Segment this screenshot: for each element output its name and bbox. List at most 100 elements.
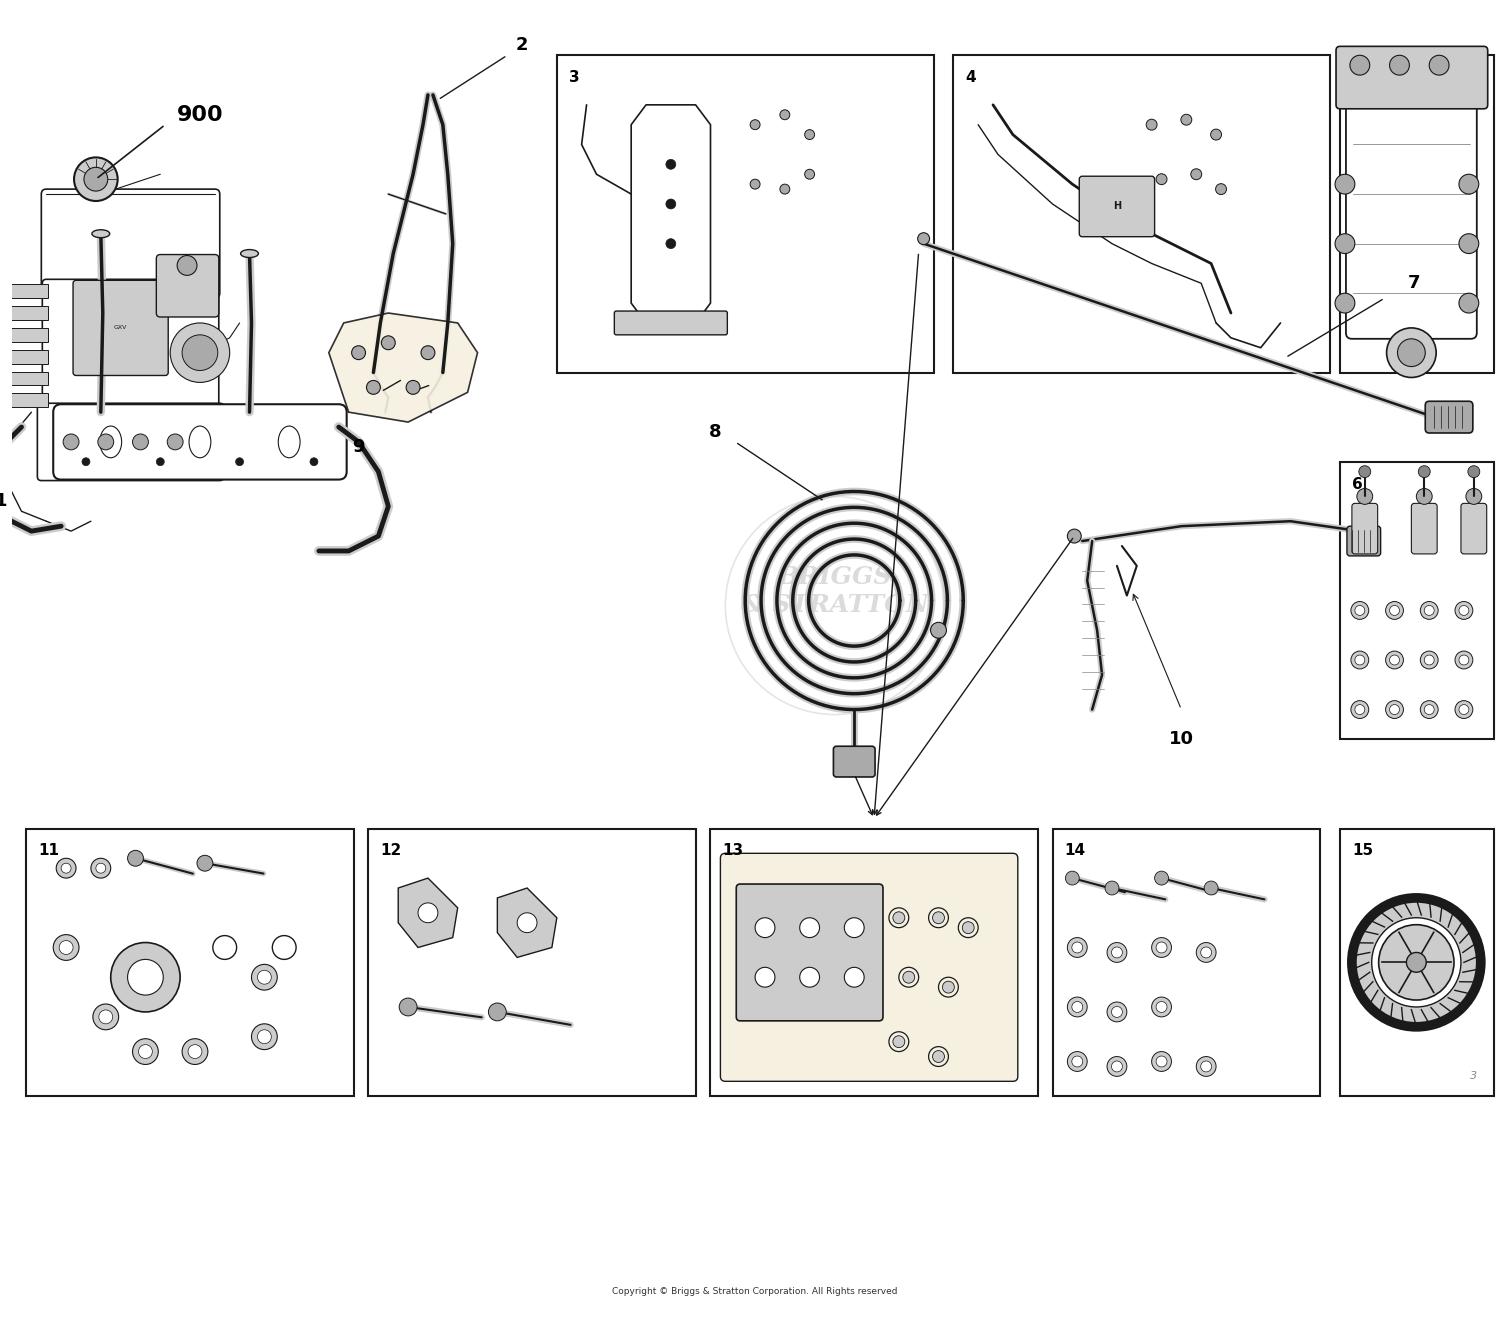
Circle shape [933, 1051, 945, 1063]
Circle shape [252, 965, 278, 990]
Circle shape [844, 917, 864, 937]
Circle shape [1407, 953, 1426, 973]
Circle shape [750, 180, 760, 189]
Circle shape [99, 1010, 112, 1024]
Circle shape [156, 458, 165, 466]
Circle shape [1107, 1002, 1126, 1022]
Circle shape [518, 913, 537, 933]
Circle shape [804, 169, 814, 180]
Ellipse shape [189, 426, 211, 458]
Text: 9: 9 [352, 438, 364, 455]
Circle shape [666, 160, 676, 169]
Circle shape [780, 110, 790, 120]
Circle shape [1107, 1056, 1126, 1076]
Bar [711, 829, 1038, 1096]
Circle shape [800, 917, 819, 937]
Text: GXV: GXV [114, 326, 128, 330]
Polygon shape [398, 878, 458, 948]
Circle shape [1460, 174, 1479, 194]
Circle shape [132, 434, 148, 450]
Circle shape [1386, 651, 1404, 669]
Circle shape [1068, 997, 1088, 1016]
Circle shape [1455, 651, 1473, 669]
Circle shape [1112, 1006, 1122, 1018]
Circle shape [182, 1039, 209, 1064]
Ellipse shape [279, 426, 300, 458]
Circle shape [1068, 1052, 1088, 1072]
Bar [1340, 55, 1494, 372]
Circle shape [666, 199, 676, 209]
Bar [369, 829, 696, 1096]
Circle shape [1386, 701, 1404, 718]
Text: 10: 10 [1168, 730, 1194, 748]
Circle shape [1425, 606, 1434, 615]
Circle shape [1156, 1056, 1167, 1067]
Circle shape [351, 346, 366, 359]
Circle shape [1420, 701, 1438, 718]
Circle shape [1335, 174, 1354, 194]
Circle shape [258, 970, 272, 985]
FancyBboxPatch shape [1425, 401, 1473, 433]
Text: 4: 4 [966, 70, 976, 86]
Ellipse shape [100, 426, 122, 458]
Circle shape [804, 129, 814, 140]
Text: 2: 2 [516, 37, 528, 54]
Circle shape [1430, 55, 1449, 75]
Circle shape [1152, 1052, 1172, 1072]
Circle shape [1359, 466, 1371, 478]
Circle shape [111, 942, 180, 1012]
Circle shape [1354, 705, 1365, 714]
Bar [6, 393, 48, 407]
Circle shape [74, 157, 117, 201]
Circle shape [1425, 705, 1434, 714]
Circle shape [399, 998, 417, 1016]
Circle shape [93, 1005, 118, 1030]
Circle shape [1358, 488, 1372, 504]
Circle shape [1065, 871, 1080, 884]
Circle shape [1425, 655, 1434, 665]
Ellipse shape [92, 230, 110, 238]
Circle shape [310, 458, 318, 466]
FancyBboxPatch shape [1346, 79, 1478, 339]
Circle shape [1072, 1002, 1083, 1012]
Circle shape [419, 903, 438, 923]
Circle shape [1352, 898, 1480, 1027]
Circle shape [1389, 705, 1400, 714]
Circle shape [754, 968, 776, 987]
Circle shape [963, 921, 974, 933]
Circle shape [252, 1024, 278, 1049]
Circle shape [1180, 115, 1192, 125]
Circle shape [62, 863, 70, 873]
Circle shape [98, 434, 114, 450]
FancyBboxPatch shape [42, 280, 219, 416]
Circle shape [82, 458, 90, 466]
Circle shape [1416, 488, 1432, 504]
Circle shape [1455, 602, 1473, 619]
Circle shape [177, 256, 197, 276]
Bar [6, 327, 48, 342]
Circle shape [1156, 942, 1167, 953]
Circle shape [96, 863, 106, 873]
FancyBboxPatch shape [1080, 177, 1155, 236]
Circle shape [1378, 925, 1454, 1001]
Text: 14: 14 [1065, 843, 1086, 858]
Circle shape [170, 323, 230, 383]
FancyBboxPatch shape [834, 746, 874, 777]
FancyBboxPatch shape [42, 189, 220, 298]
Circle shape [754, 917, 776, 937]
Text: 12: 12 [381, 843, 402, 858]
Text: 900: 900 [177, 104, 224, 125]
FancyBboxPatch shape [720, 853, 1019, 1081]
Text: 3: 3 [568, 70, 579, 86]
Circle shape [128, 960, 164, 995]
Circle shape [918, 232, 930, 244]
Circle shape [1106, 880, 1119, 895]
FancyBboxPatch shape [156, 255, 219, 317]
Polygon shape [328, 313, 477, 422]
Circle shape [1146, 119, 1156, 131]
Circle shape [381, 335, 394, 350]
FancyBboxPatch shape [1412, 503, 1437, 554]
Circle shape [1386, 602, 1404, 619]
Circle shape [489, 1003, 507, 1020]
Circle shape [1352, 651, 1368, 669]
